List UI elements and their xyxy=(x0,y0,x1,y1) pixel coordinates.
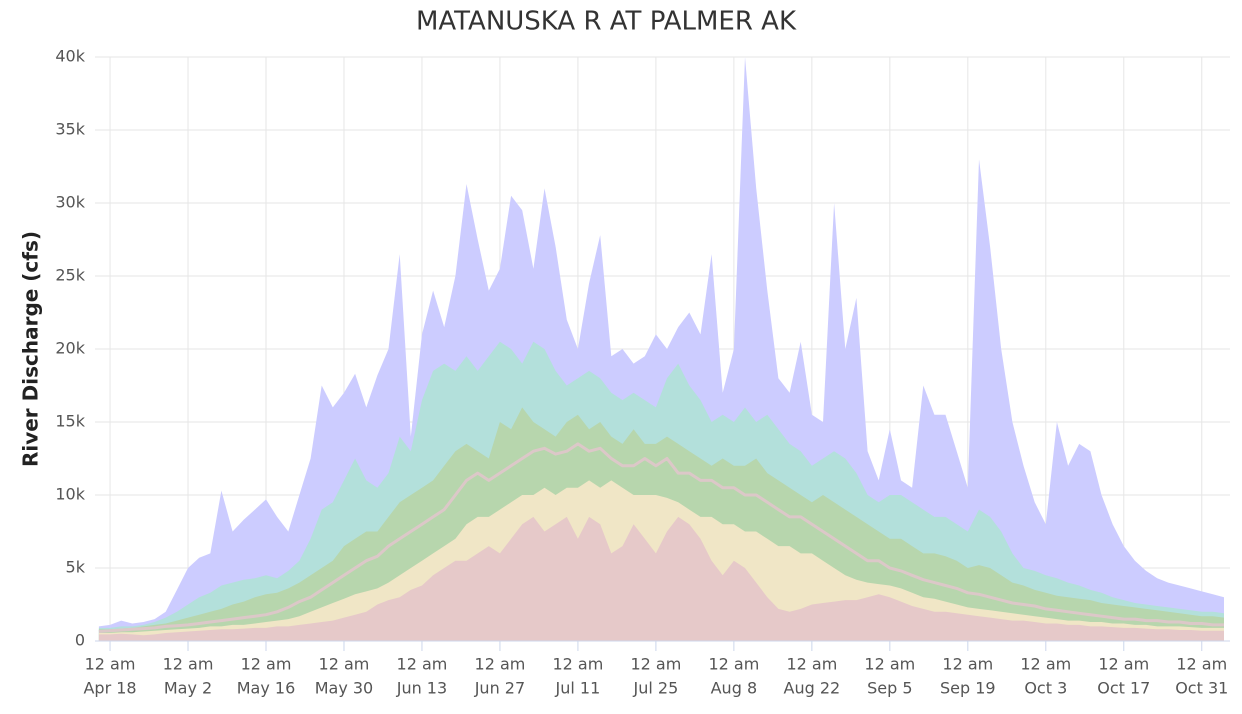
x-tick-time: 12 am xyxy=(552,655,603,674)
chart-title: MATANUSKA R AT PALMER AK xyxy=(416,7,797,37)
y-tick-label: 20k xyxy=(55,339,85,358)
x-tick-label: May 2 xyxy=(164,679,212,698)
x-tick-label: Jul 25 xyxy=(633,679,679,698)
x-tick-label: Jun 13 xyxy=(396,679,447,698)
x-tick-time: 12 am xyxy=(1176,655,1227,674)
x-tick-label: May 30 xyxy=(315,679,374,698)
x-tick-label: Oct 3 xyxy=(1024,679,1067,698)
axes: 0 5k 10k 15k 20k 25k 30k 35k 40k 12 am Apr 18 12 am… xyxy=(55,47,1230,698)
x-tick-time: 12 am xyxy=(1098,655,1149,674)
x-tick-label: Jul 11 xyxy=(555,679,601,698)
x-tick-time: 12 am xyxy=(630,655,681,674)
x-tick-label: Oct 31 xyxy=(1175,679,1228,698)
x-tick-time: 12 am xyxy=(786,655,837,674)
x-tick-label: May 16 xyxy=(237,679,296,698)
x-tick-time: 12 am xyxy=(241,655,292,674)
x-tick-time: 12 am xyxy=(319,655,370,674)
y-tick-label: 40k xyxy=(55,47,85,66)
x-tick-label: Jun 27 xyxy=(474,679,525,698)
y-axis-label: River Discharge (cfs) xyxy=(19,231,43,467)
y-tick-label: 25k xyxy=(55,266,85,285)
y-tick-label: 5k xyxy=(66,558,86,577)
x-tick-time: 12 am xyxy=(163,655,214,674)
x-tick-time: 12 am xyxy=(864,655,915,674)
y-tick-label: 30k xyxy=(55,193,85,212)
x-tick-time: 12 am xyxy=(708,655,759,674)
x-tick-time: 12 am xyxy=(1020,655,1071,674)
x-tick-time: 12 am xyxy=(85,655,136,674)
x-tick-label: Apr 18 xyxy=(83,679,136,698)
line xyxy=(98,442,1224,633)
x-tick-time: 12 am xyxy=(942,655,993,674)
area xyxy=(98,516,1224,641)
x-tick-time: 12 am xyxy=(397,655,448,674)
plot-area xyxy=(98,57,1224,641)
y-tick-label: 15k xyxy=(55,412,85,431)
x-tick-label: Aug 22 xyxy=(784,679,841,698)
x-tick-label: Aug 8 xyxy=(711,679,758,698)
y-tick-label: 35k xyxy=(55,120,85,139)
x-tick-time: 12 am xyxy=(475,655,526,674)
y-tick-label: 0 xyxy=(75,631,85,650)
x-tick-label: Sep 19 xyxy=(940,679,996,698)
x-tick-label: Oct 17 xyxy=(1097,679,1150,698)
x-tick-label: Sep 5 xyxy=(867,679,912,698)
y-tick-label: 10k xyxy=(55,485,85,504)
